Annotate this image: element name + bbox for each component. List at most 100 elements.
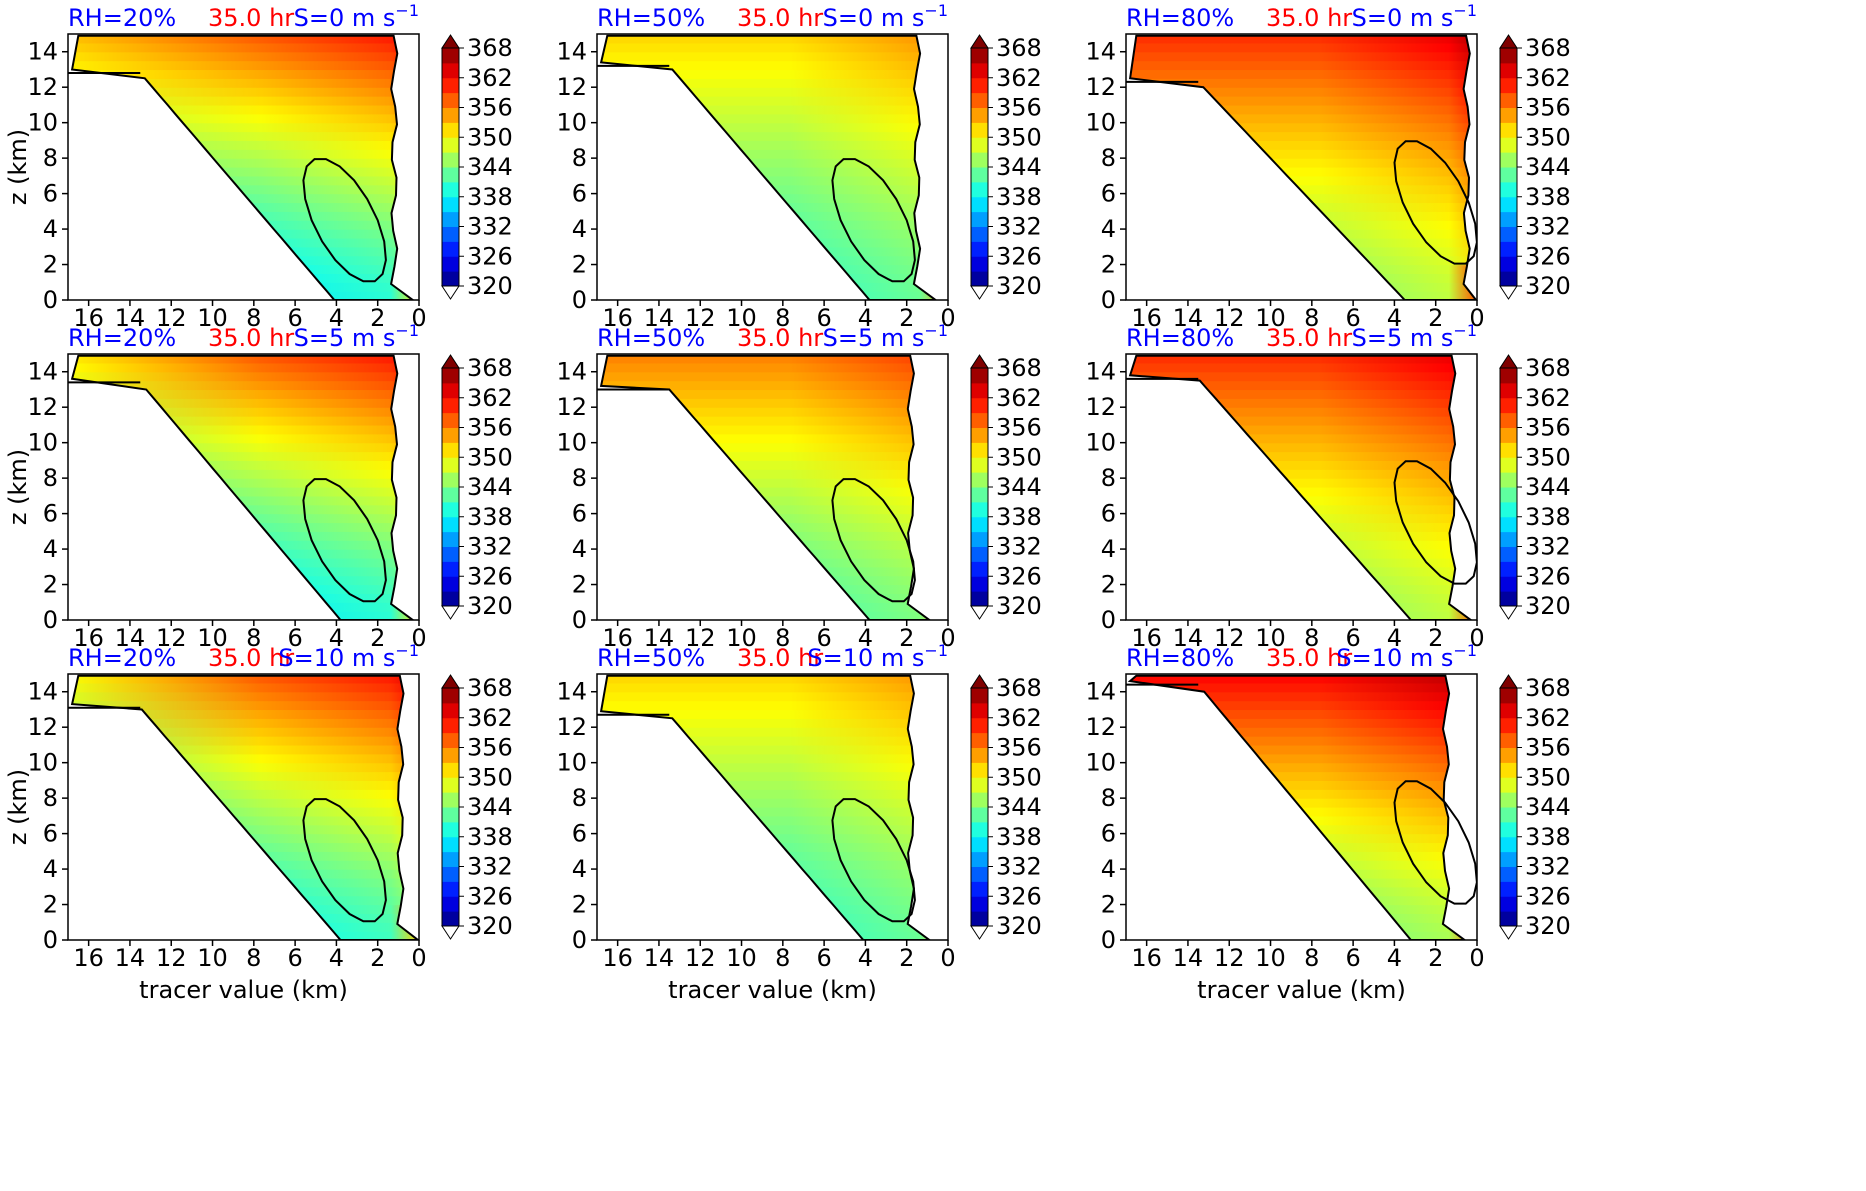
contour-band [601, 220, 936, 230]
x-tick-label: 10 [197, 944, 228, 972]
contour-band [601, 264, 936, 274]
colorbar-extend-max [441, 354, 460, 369]
colorbar-segment [442, 702, 459, 719]
x-tick-label: 12 [1214, 944, 1245, 972]
colorbar-segment [442, 271, 459, 287]
contour-band [72, 602, 413, 612]
contour-band [601, 433, 930, 444]
contour-band [601, 522, 930, 532]
colorbar-segment [971, 576, 988, 592]
x-tick-label: 6 [287, 304, 302, 332]
y-tick-label: 0 [572, 286, 587, 314]
contour-band [601, 877, 930, 888]
y-tick-label: 6 [43, 820, 58, 848]
x-tick-label: 6 [287, 944, 302, 972]
x-tick-label: 16 [73, 304, 104, 332]
colorbar-segment [1500, 881, 1517, 897]
colorbar-segment [1500, 561, 1517, 577]
contour-band [1130, 584, 1471, 594]
contour-band [1130, 904, 1465, 914]
x-tick-label: 2 [1428, 304, 1443, 332]
contour-band [1130, 398, 1471, 408]
x-tick-label: 8 [775, 944, 790, 972]
x-tick-label: 8 [775, 304, 790, 332]
colorbar-segment [971, 821, 988, 838]
colorbar-tick-label: 326 [996, 882, 1042, 910]
domain-outline [70, 354, 415, 620]
colorbar-tick-label: 332 [996, 853, 1042, 881]
domain-outline [1128, 354, 1473, 620]
x-tick-label: 0 [1469, 944, 1484, 972]
colorbar-segment [971, 702, 988, 719]
colorbar-segment [971, 368, 988, 384]
contour-band [601, 78, 936, 88]
colorbar-extend-max [441, 674, 460, 689]
contour-band [601, 371, 930, 382]
contour-band [1130, 264, 1476, 274]
colorbar-segment [971, 688, 988, 704]
x-tick-label: 12 [156, 624, 187, 652]
colorbar-tick-label: 356 [1525, 734, 1571, 762]
colorbar-segment [971, 137, 988, 153]
contour-band [601, 495, 930, 506]
colorbar-segment [442, 516, 459, 533]
colorbar-segment [971, 211, 988, 227]
y-tick-label: 0 [1101, 286, 1116, 314]
contour-band [72, 860, 418, 870]
contour-band [72, 682, 418, 693]
contour-band [72, 442, 413, 453]
colorbar-segment [1500, 732, 1517, 748]
contour-band [72, 35, 413, 44]
colorbar-segment [1500, 851, 1517, 867]
x-tick-label: 16 [602, 624, 633, 652]
contour-band [1130, 869, 1465, 879]
contour-band [1130, 504, 1471, 515]
contour-band [1130, 407, 1471, 417]
contour-band [72, 736, 418, 746]
contour-band [72, 96, 413, 106]
x-tick-label: 14 [115, 304, 146, 332]
contour-band [72, 122, 413, 133]
contour-band [1130, 87, 1476, 97]
colorbar-segment [442, 777, 459, 793]
x-tick-label: 14 [115, 624, 146, 652]
contour-band [72, 675, 418, 684]
colorbar-segment [971, 807, 988, 823]
shear-title: S=10 m s−1 [278, 641, 419, 672]
contour-band [601, 744, 930, 755]
contour-band [601, 60, 936, 71]
colorbar-tick-label: 338 [996, 183, 1042, 211]
x-tick-label: 4 [858, 944, 873, 972]
contour-band [72, 575, 413, 586]
x-tick-label: 8 [246, 624, 261, 652]
y-tick-label: 12 [556, 73, 587, 101]
shear-title: S=5 m s−1 [1352, 321, 1477, 352]
domain-outline [70, 674, 419, 940]
contour-band [601, 380, 930, 391]
x-tick-label: 14 [644, 944, 675, 972]
contour-band [72, 104, 413, 115]
contour-band [601, 211, 936, 221]
colorbar-segment [971, 412, 988, 428]
y-tick-label: 14 [1085, 358, 1116, 386]
contour-band [1130, 886, 1465, 897]
colorbar-segment [971, 501, 988, 518]
colorbar-tick-label: 350 [1525, 443, 1571, 471]
x-tick-label: 4 [1387, 624, 1402, 652]
y-tick-label: 8 [43, 144, 58, 172]
axes-frame [596, 673, 949, 941]
contour-band [1130, 682, 1465, 693]
x-axis-label: tracer value (km) [139, 976, 348, 1004]
colorbar-segment [442, 576, 459, 592]
contour-band [601, 362, 930, 373]
colorbar-segment [971, 241, 988, 257]
contour-band [601, 149, 936, 159]
contour-band [72, 557, 413, 568]
rh-title: RH=20% [68, 324, 176, 352]
x-tick-label: 10 [1255, 944, 1286, 972]
x-tick-label: 4 [1387, 304, 1402, 332]
contour-band [1130, 513, 1471, 524]
